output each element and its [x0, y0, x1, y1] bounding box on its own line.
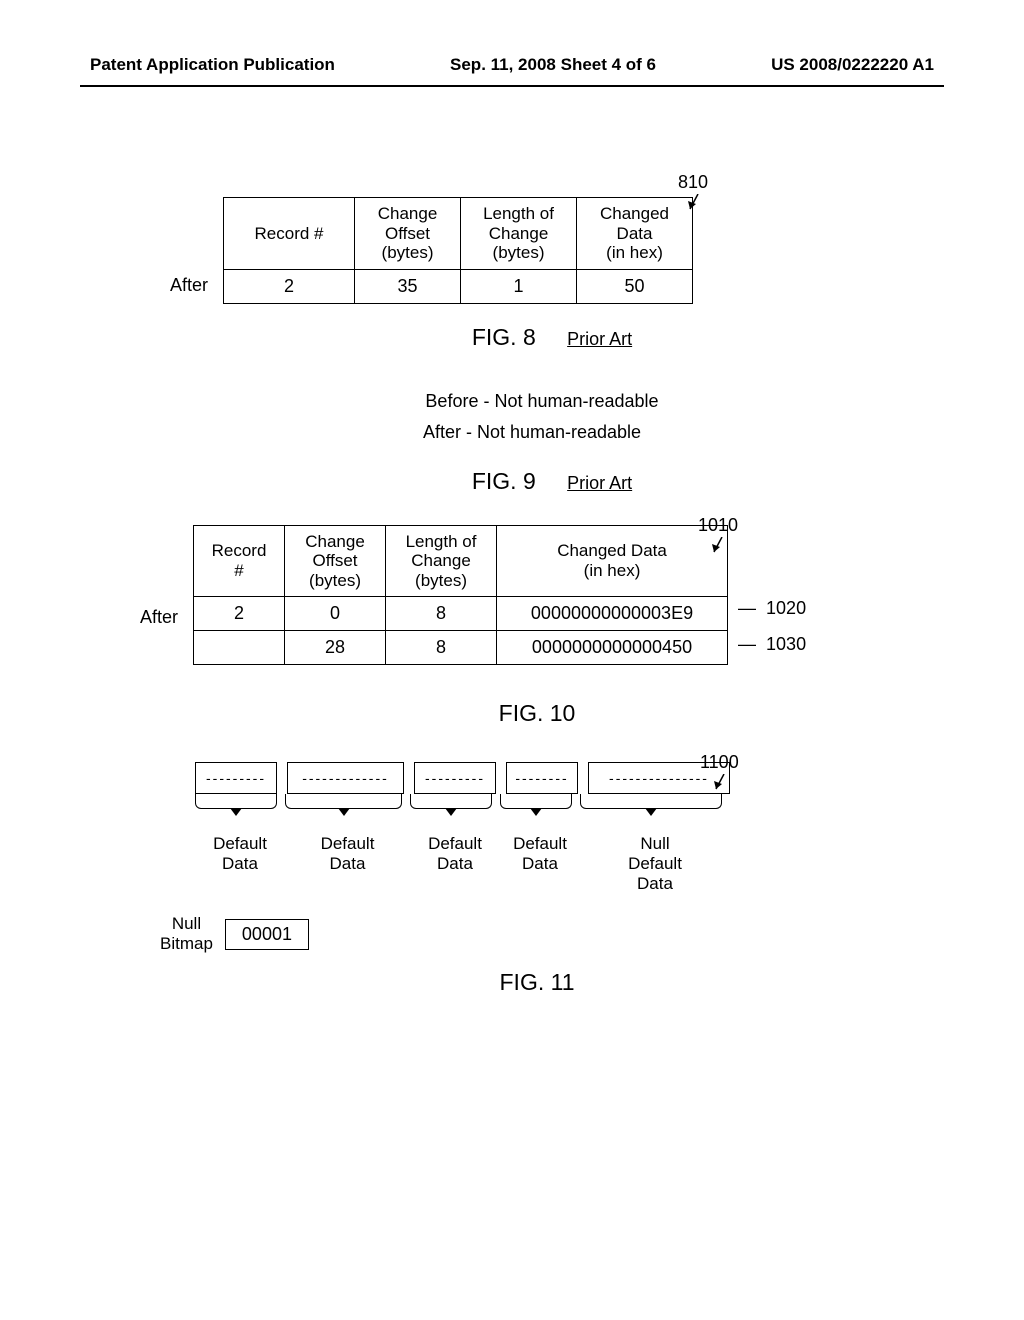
fig10-r0c3: 00000000000003E9	[497, 597, 728, 631]
fig8-cell1: 35	[355, 269, 461, 303]
page-header: Patent Application Publication Sep. 11, …	[0, 0, 1024, 85]
fig10-r1c1: 28	[285, 631, 386, 665]
header-divider	[80, 85, 944, 87]
fig8-subtitle: Prior Art	[567, 329, 632, 349]
fig10-r0c0: 2	[194, 597, 285, 631]
fig8-ref: 810	[678, 172, 708, 193]
fig10-ref-arrow	[712, 537, 732, 559]
fig10-table: Record # Change Offset (bytes) Length of…	[193, 525, 728, 666]
fig8-title: FIG. 8	[472, 324, 536, 350]
fig11-ref: 1100	[700, 752, 739, 773]
fig8-cell2: 1	[461, 269, 577, 303]
header-right: US 2008/0222220 A1	[771, 55, 934, 75]
fig11-lbl4: Null Default Data	[580, 834, 730, 894]
fig11-lbl0: Default Data	[195, 834, 285, 894]
fig11-nb-label: Null Bitmap	[160, 914, 213, 954]
fig10-row-label: After	[140, 607, 193, 628]
fig11-box-row: --------- ------------- --------- ------…	[195, 762, 1024, 794]
fig10-col0: Record #	[194, 525, 285, 597]
fig11-lbl2: Default Data	[410, 834, 500, 894]
fig10-r1c2: 8	[386, 631, 497, 665]
header-left: Patent Application Publication	[90, 55, 335, 75]
fig8-col3: Changed Data (in hex)	[577, 198, 693, 270]
fig9-line1: Before - Not human-readable	[60, 391, 1024, 412]
fig8-cell3: 50	[577, 269, 693, 303]
fig10-rowref1: — 1030	[738, 626, 806, 662]
fig9-line2: After - Not human-readable	[40, 422, 1024, 443]
fig11-box3: --------	[506, 762, 578, 794]
fig10-r1c0	[194, 631, 285, 665]
fig8-table: Record # Change Offset (bytes) Length of…	[223, 197, 693, 304]
header-center: Sep. 11, 2008 Sheet 4 of 6	[450, 55, 656, 75]
fig11-null-bitmap: Null Bitmap 00001	[160, 914, 1024, 954]
fig8-cell0: 2	[224, 269, 355, 303]
fig11-lbl1: Default Data	[285, 834, 410, 894]
fig11-box2: ---------	[414, 762, 496, 794]
fig10-col2: Length of Change (bytes)	[386, 525, 497, 597]
fig10-rowref0: — 1020	[738, 590, 806, 626]
fig8-ref-arrow	[688, 194, 708, 216]
fig11-ref-arrow	[714, 774, 734, 796]
fig8-col0: Record #	[224, 198, 355, 270]
fig11-lbl3: Default Data	[500, 834, 580, 894]
fig11-brace-row	[195, 794, 1024, 834]
fig8-col1: Change Offset (bytes)	[355, 198, 461, 270]
fig10-r0c1: 0	[285, 597, 386, 631]
fig11-box0: ---------	[195, 762, 277, 794]
fig11-nb-value: 00001	[225, 919, 309, 950]
fig10-title: FIG. 10	[499, 700, 576, 726]
fig10-col1: Change Offset (bytes)	[285, 525, 386, 597]
fig9-subtitle: Prior Art	[567, 473, 632, 493]
fig10-r0c2: 8	[386, 597, 497, 631]
fig10-r1c3: 0000000000000450	[497, 631, 728, 665]
fig8-col2: Length of Change (bytes)	[461, 198, 577, 270]
fig11-label-row: Default Data Default Data Default Data D…	[195, 834, 1024, 894]
fig10-ref: 1010	[698, 515, 738, 536]
fig10-col3: Changed Data (in hex)	[497, 525, 728, 597]
fig11-title: FIG. 11	[500, 969, 575, 995]
fig11-box1: -------------	[287, 762, 404, 794]
fig9-title: FIG. 9	[472, 468, 536, 494]
fig8-row-label: After	[170, 275, 223, 296]
